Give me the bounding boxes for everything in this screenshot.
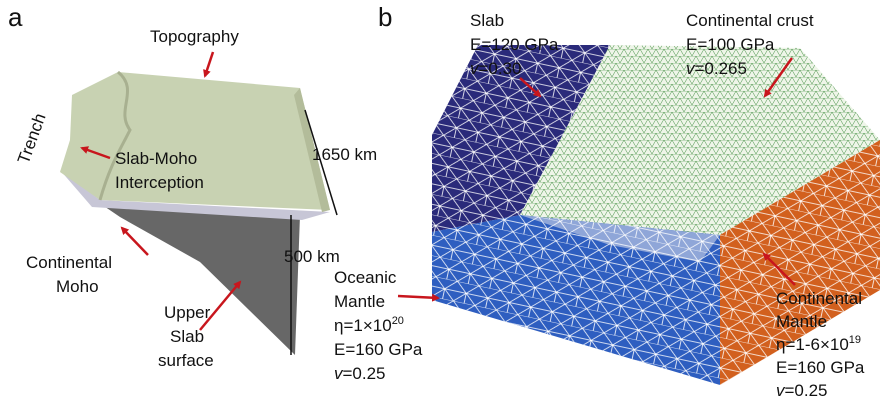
label-line: surface <box>158 351 214 370</box>
label-line: E=120 GPa <box>470 35 559 54</box>
superscript: 19 <box>849 334 861 346</box>
label-text: Slab <box>170 327 204 346</box>
label-text: Continental <box>776 289 862 308</box>
label-line: η=1×1020 <box>334 315 404 335</box>
label-line: Mantle <box>334 292 385 311</box>
label-text: Upper <box>164 303 211 322</box>
label-line: Continental <box>776 289 862 308</box>
panel-label: a <box>8 2 23 32</box>
label-text: =0.25 <box>343 364 386 383</box>
label-line: Oceanic <box>334 268 397 287</box>
label-line: Slab <box>170 327 204 346</box>
label-line: Trench <box>14 111 50 167</box>
label-text: Continental crust <box>686 11 814 30</box>
label-text: =0.265 <box>695 59 747 78</box>
label-line: E=100 GPa <box>686 35 775 54</box>
label-line: 500 km <box>284 247 340 266</box>
label-text: η=1×10 <box>334 316 392 335</box>
label-text: E=120 GPa <box>470 35 559 54</box>
superscript: 20 <box>392 315 404 327</box>
page: a b Topography Trench Slab-Moho Interceptio… <box>0 0 882 408</box>
label-text: Continental <box>26 253 112 272</box>
label-line: Slab-Moho <box>115 149 197 168</box>
label-line: v=0.25 <box>334 364 386 383</box>
label-text: =0.25 <box>785 381 828 400</box>
label-text: E=100 GPa <box>686 35 775 54</box>
label-text: Topography <box>150 27 239 46</box>
label-line: Mantle <box>776 312 827 331</box>
label-text: Moho <box>56 277 99 296</box>
label-text: 1650 km <box>312 145 377 164</box>
label-text: Trench <box>14 111 50 167</box>
label-line: Continental crust <box>686 11 814 30</box>
label-line: Slab <box>470 11 504 30</box>
label-text: η=1-6×10 <box>776 335 849 354</box>
label-line: η=1-6×1019 <box>776 334 861 354</box>
label-line: Interception <box>115 173 204 192</box>
label-line: E=160 GPa <box>776 358 865 377</box>
label-text: =0.30 <box>479 59 522 78</box>
label-line: v=0.265 <box>686 59 747 78</box>
label-line: E=160 GPa <box>334 340 423 359</box>
label-text: Interception <box>115 173 204 192</box>
label-text: Mantle <box>776 312 827 331</box>
label-line: Continental <box>26 253 112 272</box>
label-line: v=0.25 <box>776 381 828 400</box>
panel-label: b <box>378 2 392 32</box>
label-text: Slab <box>470 11 504 30</box>
label-text: E=160 GPa <box>776 358 865 377</box>
label-line: Topography <box>150 27 239 46</box>
label-line: v=0.30 <box>470 59 522 78</box>
label-text: E=160 GPa <box>334 340 423 359</box>
label-text: Mantle <box>334 292 385 311</box>
label-text: surface <box>158 351 214 370</box>
label-line: Moho <box>56 277 99 296</box>
figure: a b Topography Trench Slab-Moho Interceptio… <box>0 0 882 403</box>
label-line: Upper <box>164 303 211 322</box>
label-text: Oceanic <box>334 268 397 287</box>
label-text: 500 km <box>284 247 340 266</box>
panel-b-model <box>432 45 880 385</box>
label-text: Slab-Moho <box>115 149 197 168</box>
label-line: 1650 km <box>312 145 377 164</box>
